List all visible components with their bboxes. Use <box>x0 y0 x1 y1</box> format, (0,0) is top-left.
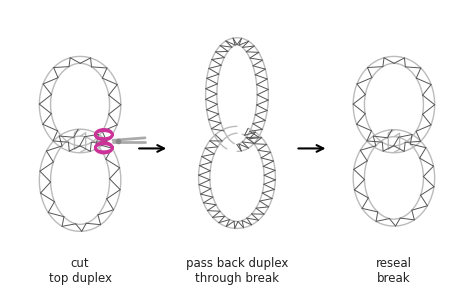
Text: cut
top duplex: cut top duplex <box>48 258 111 285</box>
Text: pass back duplex
through break: pass back duplex through break <box>186 258 288 285</box>
Text: reseal
break: reseal break <box>376 258 412 285</box>
